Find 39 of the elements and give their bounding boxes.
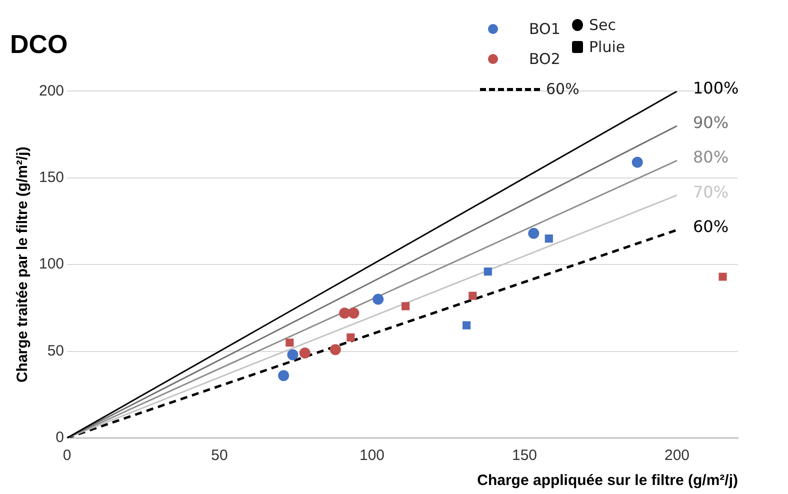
point bbox=[528, 228, 540, 239]
point bbox=[346, 333, 355, 342]
legend-label: 60% bbox=[546, 80, 580, 98]
y-tick-label: 150 bbox=[38, 169, 64, 186]
series-label: 80% bbox=[693, 148, 729, 167]
x-tick-label: 200 bbox=[664, 447, 690, 464]
text: Sec bbox=[589, 16, 616, 34]
point bbox=[468, 292, 477, 300]
x-axis-title: Charge appliquée sur le filtre (g/m²/j) bbox=[477, 472, 738, 490]
y-tick-label: 0 bbox=[56, 429, 64, 446]
series-label: 90% bbox=[693, 113, 729, 132]
point bbox=[299, 348, 310, 359]
legend-label: BO2 bbox=[529, 50, 560, 68]
series-label: 70% bbox=[693, 182, 729, 202]
point bbox=[287, 349, 298, 360]
y-axis-title: Charge traitée par le filtre (g/m²/j) bbox=[14, 146, 32, 383]
x-tick-label: 100 bbox=[360, 447, 385, 464]
text: Pluie bbox=[589, 38, 626, 56]
point bbox=[484, 268, 492, 276]
y-tick-label: 50 bbox=[47, 342, 64, 360]
point bbox=[278, 370, 290, 382]
point bbox=[339, 308, 350, 319]
point bbox=[544, 234, 553, 243]
point bbox=[632, 156, 643, 168]
y-tick-label: 100 bbox=[38, 256, 64, 273]
x-tick-label: 50 bbox=[211, 447, 228, 464]
text: 60% bbox=[693, 217, 729, 236]
point bbox=[372, 294, 384, 305]
point bbox=[348, 308, 360, 319]
point bbox=[462, 321, 471, 330]
x-tick-label: 150 bbox=[512, 447, 538, 464]
point bbox=[718, 272, 727, 281]
chart-title: DCO bbox=[10, 28, 68, 59]
legend-label: BO1 bbox=[529, 20, 560, 38]
y-tick-label: 200 bbox=[38, 82, 64, 100]
series-label: 100% bbox=[693, 78, 739, 98]
point bbox=[402, 302, 410, 310]
point bbox=[286, 338, 294, 347]
point bbox=[330, 344, 341, 356]
